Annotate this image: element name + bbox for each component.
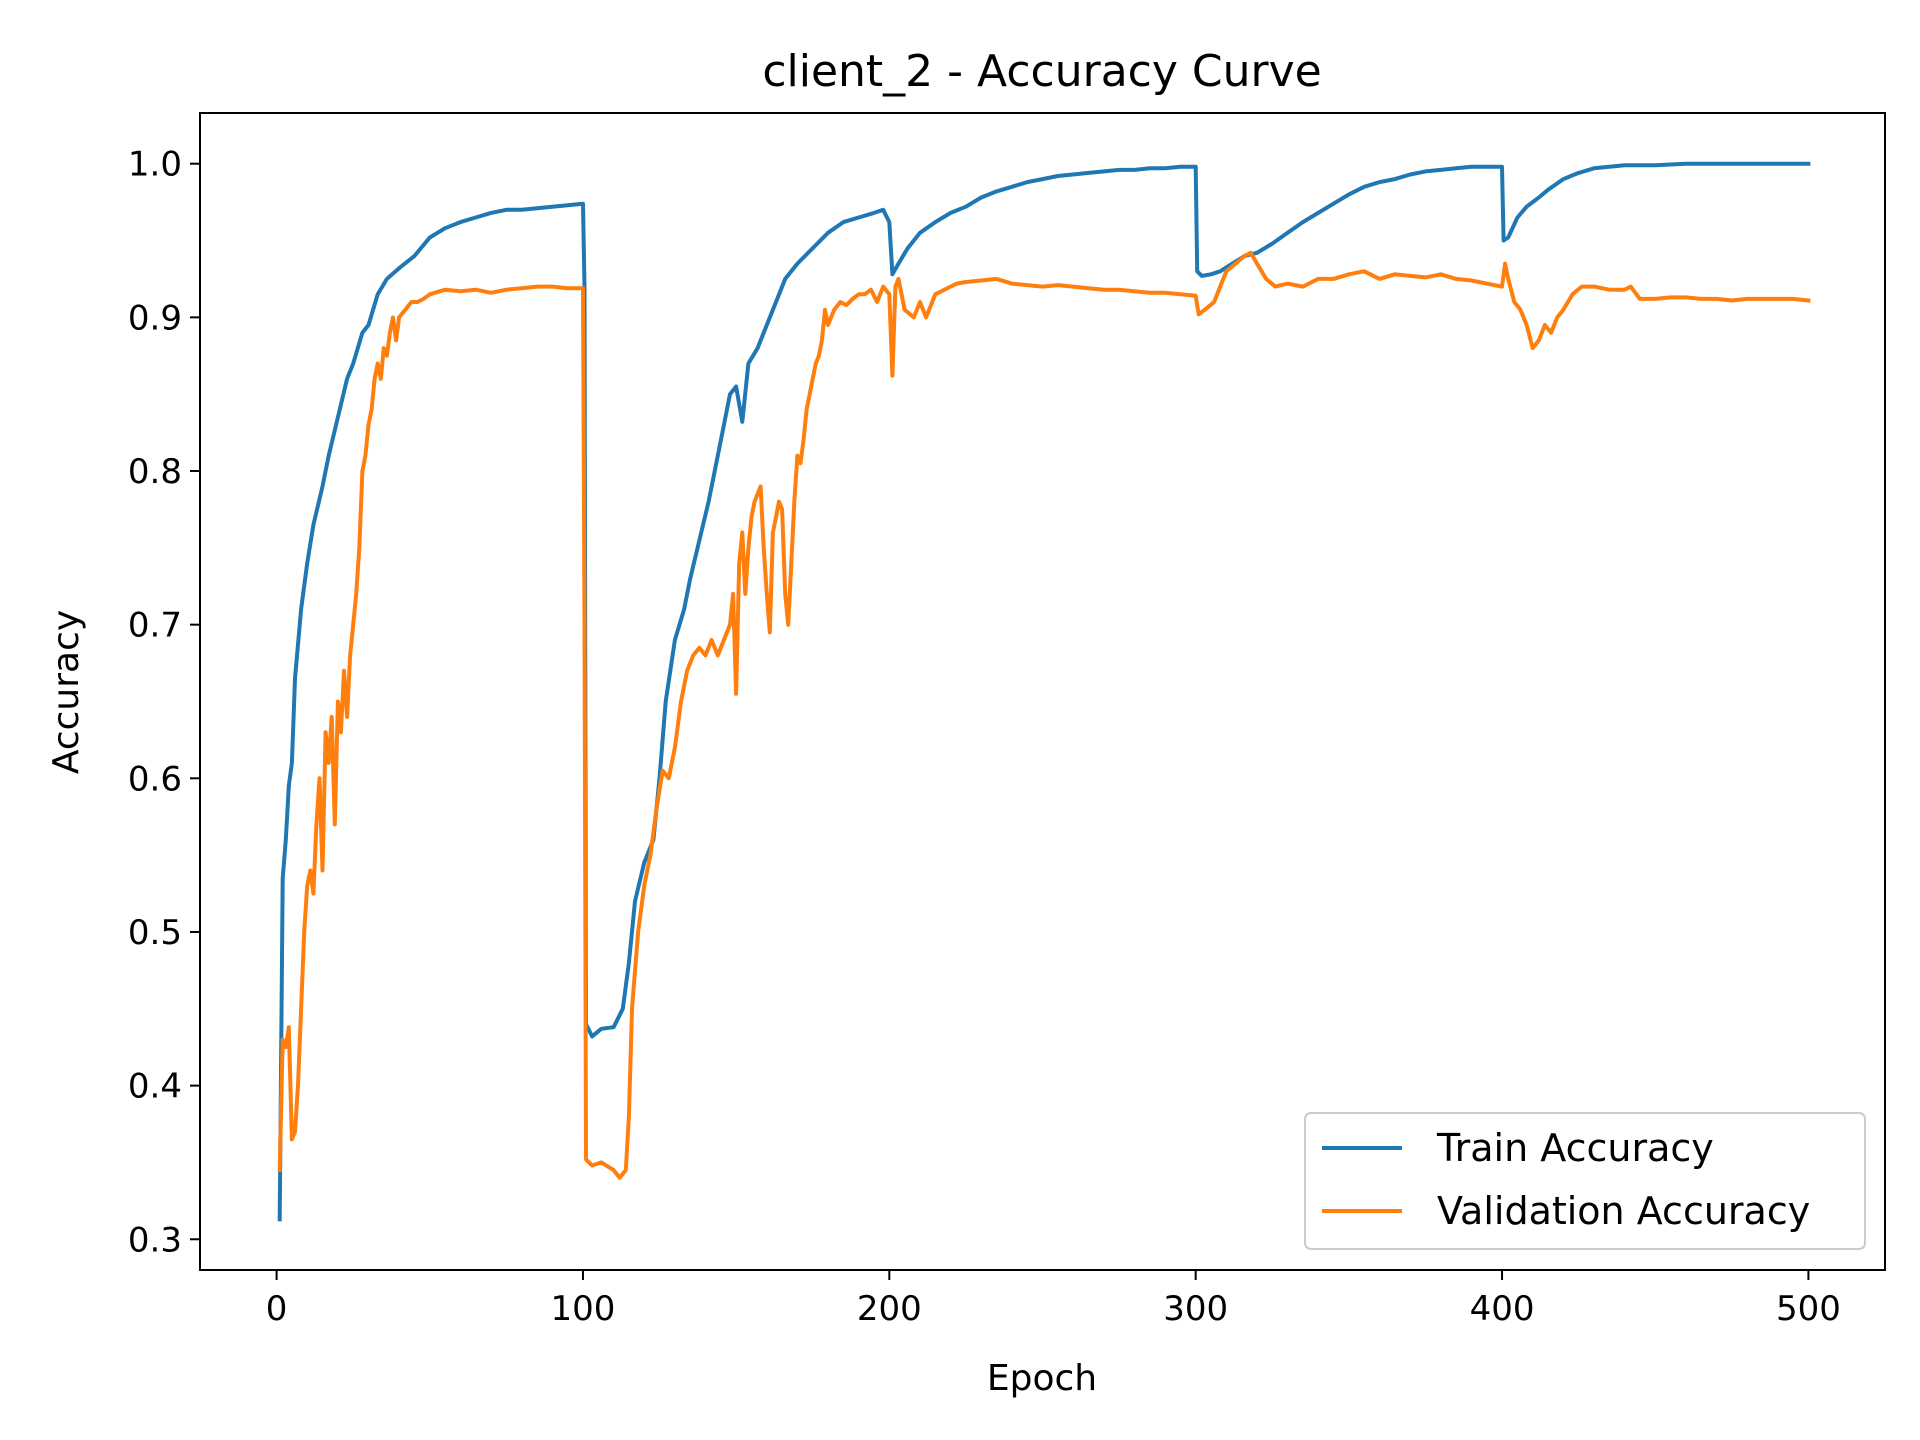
- series-line-0: [277, 161, 1811, 1222]
- chart-title: client_2 - Accuracy Curve: [762, 46, 1321, 97]
- y-tick-label: 0.5: [128, 913, 182, 953]
- x-tick-label: 0: [266, 1289, 288, 1329]
- plot-content: [277, 161, 1811, 1222]
- x-tick-label: 300: [1163, 1289, 1228, 1329]
- x-tick-label: 400: [1470, 1289, 1535, 1329]
- legend-label-train: Train Accuracy: [1436, 1126, 1714, 1170]
- y-axis-label: Accuracy: [46, 610, 87, 774]
- y-tick-label: 0.6: [128, 759, 182, 799]
- y-axis: 0.3 0.4 0.5 0.6 0.7 0.8 0.9 1.0: [128, 145, 200, 1260]
- plot-frame: [199, 112, 1886, 1271]
- y-tick-label: 0.8: [128, 452, 182, 492]
- y-tick-label: 1.0: [128, 145, 182, 185]
- x-axis: 0 100 200 300 400 500: [266, 1270, 1841, 1329]
- x-tick-label: 500: [1776, 1289, 1841, 1329]
- y-tick-label: 0.4: [128, 1067, 182, 1107]
- legend: Train Accuracy Validation Accuracy: [1304, 1112, 1866, 1250]
- y-tick-label: 0.7: [128, 606, 182, 646]
- series-line-1: [277, 250, 1811, 1180]
- y-tick-label: 0.9: [128, 298, 182, 338]
- x-tick-label: 100: [551, 1289, 616, 1329]
- legend-box: [1304, 1112, 1866, 1250]
- x-axis-label: Epoch: [987, 1358, 1097, 1399]
- x-tick-label: 200: [857, 1289, 922, 1329]
- y-tick-label: 0.3: [128, 1220, 182, 1260]
- legend-label-validation: Validation Accuracy: [1437, 1189, 1810, 1233]
